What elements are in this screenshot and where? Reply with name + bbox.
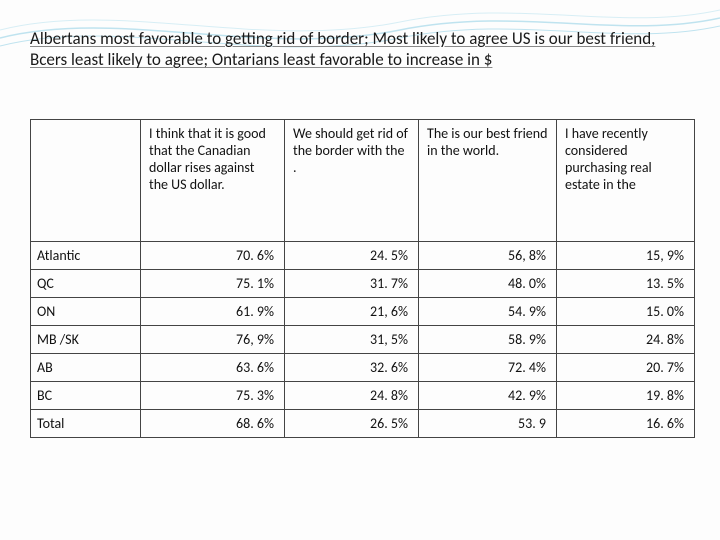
slide-title: Albertans most favorable to getting rid … bbox=[30, 28, 690, 71]
row-label: Total bbox=[31, 409, 141, 437]
slide-content: Albertans most favorable to getting rid … bbox=[0, 0, 720, 458]
table-row: BC75. 3%24. 8%42. 9%19. 8% bbox=[31, 381, 695, 409]
cell-value: 56, 8% bbox=[419, 241, 557, 269]
cell-value: 63. 6% bbox=[141, 353, 285, 381]
cell-value: 13. 5% bbox=[557, 269, 695, 297]
col-header-blank bbox=[31, 119, 141, 241]
cell-value: 32. 6% bbox=[285, 353, 419, 381]
cell-value: 15, 9% bbox=[557, 241, 695, 269]
cell-value: 16. 6% bbox=[557, 409, 695, 437]
row-label: Atlantic bbox=[31, 241, 141, 269]
cell-value: 72. 4% bbox=[419, 353, 557, 381]
row-label: QC bbox=[31, 269, 141, 297]
cell-value: 70. 6% bbox=[141, 241, 285, 269]
table-row: ON61. 9%21, 6%54. 9%15. 0% bbox=[31, 297, 695, 325]
cell-value: 21, 6% bbox=[285, 297, 419, 325]
cell-value: 31. 7% bbox=[285, 269, 419, 297]
row-label: BC bbox=[31, 381, 141, 409]
cell-value: 26. 5% bbox=[285, 409, 419, 437]
cell-value: 61. 9% bbox=[141, 297, 285, 325]
cell-value: 76, 9% bbox=[141, 325, 285, 353]
table-body: Atlantic70. 6%24. 5%56, 8%15, 9%QC75. 1%… bbox=[31, 241, 695, 437]
cell-value: 15. 0% bbox=[557, 297, 695, 325]
cell-value: 53. 9 bbox=[419, 409, 557, 437]
table-row: MB /SK76, 9%31, 5%58. 9%24. 8% bbox=[31, 325, 695, 353]
table-header-row: I think that it is good that the Canadia… bbox=[31, 119, 695, 241]
cell-value: 54. 9% bbox=[419, 297, 557, 325]
cell-value: 20. 7% bbox=[557, 353, 695, 381]
row-label: MB /SK bbox=[31, 325, 141, 353]
cell-value: 68. 6% bbox=[141, 409, 285, 437]
table-row: QC75. 1%31. 7%48. 0%13. 5% bbox=[31, 269, 695, 297]
cell-value: 31, 5% bbox=[285, 325, 419, 353]
cell-value: 75. 1% bbox=[141, 269, 285, 297]
table-row: AB63. 6%32. 6%72. 4%20. 7% bbox=[31, 353, 695, 381]
cell-value: 58. 9% bbox=[419, 325, 557, 353]
data-table: I think that it is good that the Canadia… bbox=[30, 119, 695, 438]
col-header-1: I think that it is good that the Canadia… bbox=[141, 119, 285, 241]
col-header-2: We should get rid of the border with the… bbox=[285, 119, 419, 241]
row-label: AB bbox=[31, 353, 141, 381]
cell-value: 24. 8% bbox=[557, 325, 695, 353]
cell-value: 75. 3% bbox=[141, 381, 285, 409]
cell-value: 24. 5% bbox=[285, 241, 419, 269]
cell-value: 24. 8% bbox=[285, 381, 419, 409]
col-header-4: I have recently considered purchasing re… bbox=[557, 119, 695, 241]
row-label: ON bbox=[31, 297, 141, 325]
col-header-3: The is our best friend in the world. bbox=[419, 119, 557, 241]
table-row: Total68. 6%26. 5%53. 916. 6% bbox=[31, 409, 695, 437]
cell-value: 19. 8% bbox=[557, 381, 695, 409]
cell-value: 48. 0% bbox=[419, 269, 557, 297]
table-row: Atlantic70. 6%24. 5%56, 8%15, 9% bbox=[31, 241, 695, 269]
cell-value: 42. 9% bbox=[419, 381, 557, 409]
